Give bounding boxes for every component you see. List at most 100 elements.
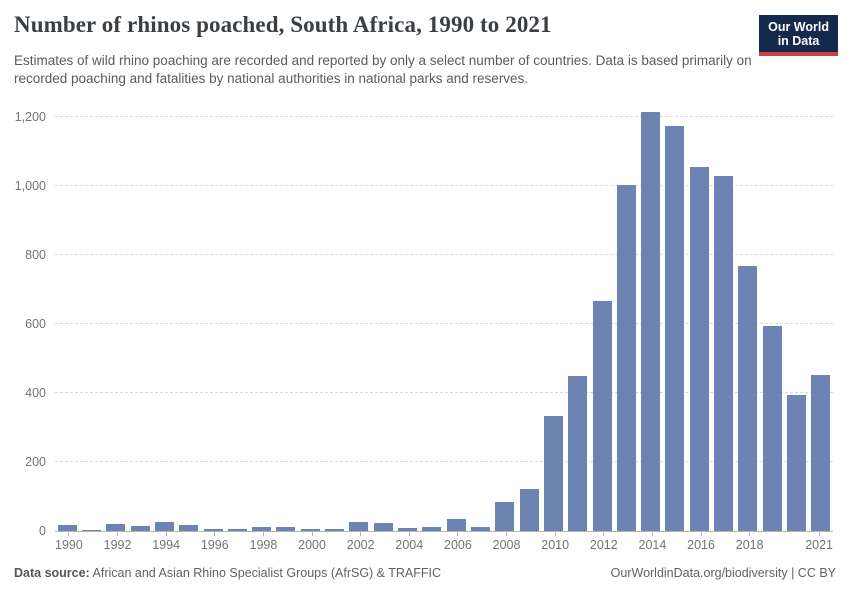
bar-2015[interactable] [665, 125, 685, 531]
x-slot [715, 532, 736, 552]
chart-footer: Data source: African and Asian Rhino Spe… [14, 566, 836, 580]
x-slot: 2014 [639, 532, 666, 552]
x-slot: 2000 [298, 532, 326, 552]
bar-slot [79, 529, 103, 531]
x-slot [375, 532, 396, 552]
bar-series [55, 107, 833, 531]
bar-2006[interactable] [446, 518, 466, 531]
bar-slot [468, 526, 492, 531]
bar-1996[interactable] [203, 528, 223, 531]
bar-slot [128, 526, 152, 531]
bar-slot [809, 375, 833, 531]
bar-2009[interactable] [519, 488, 539, 531]
owid-url-link[interactable]: OurWorldinData.org/biodiversity [610, 566, 788, 580]
bar-1993[interactable] [130, 526, 150, 531]
x-tick-mark [749, 532, 751, 536]
bar-2020[interactable] [787, 395, 807, 531]
bar-2017[interactable] [714, 176, 734, 531]
x-slot: 1994 [152, 532, 180, 552]
bar-2014[interactable] [641, 111, 661, 531]
bar-2003[interactable] [373, 523, 393, 531]
y-axis-label-0: 0 [39, 524, 46, 538]
bar-slot [444, 518, 468, 531]
x-tick-mark [360, 532, 362, 536]
x-slot: 2002 [347, 532, 375, 552]
bar-slot [493, 502, 517, 531]
license-label: CC BY [797, 566, 836, 580]
x-slot [131, 532, 152, 552]
gridline-200 [55, 461, 833, 462]
bar-slot [541, 416, 565, 531]
y-axis-label-1200: 1,200 [14, 110, 46, 124]
x-axis-label-2018: 2018 [735, 538, 764, 552]
bar-1995[interactable] [179, 524, 199, 531]
x-tick-mark [68, 532, 70, 536]
bar-slot [760, 326, 784, 531]
x-slot [764, 532, 785, 552]
x-axis-label-1996: 1996 [200, 538, 229, 552]
x-slot [180, 532, 201, 552]
x-axis-label-2000: 2000 [298, 538, 326, 552]
bar-1997[interactable] [227, 528, 247, 531]
bar-2000[interactable] [300, 528, 320, 531]
bar-slot [590, 300, 614, 531]
bar-2007[interactable] [470, 526, 490, 531]
bar-slot [420, 526, 444, 531]
bar-slot [104, 523, 128, 531]
x-tick-mark [262, 532, 264, 536]
x-axis-label-2016: 2016 [687, 538, 715, 552]
bar-2004[interactable] [398, 527, 418, 531]
x-slot: 2008 [493, 532, 520, 552]
x-tick-mark [214, 532, 216, 536]
x-axis-label-1994: 1994 [152, 538, 181, 552]
bar-slot [250, 526, 274, 531]
bar-slot [663, 125, 687, 531]
y-axis-label-400: 400 [25, 386, 46, 400]
bar-2019[interactable] [762, 326, 782, 531]
bar-1990[interactable] [57, 525, 77, 531]
bar-1998[interactable] [252, 526, 272, 531]
bar-2001[interactable] [325, 528, 345, 531]
bar-1991[interactable] [81, 529, 101, 531]
bar-2013[interactable] [616, 184, 636, 531]
x-axis-label-2004: 2004 [395, 538, 424, 552]
owid-logo[interactable]: Our World in Data [759, 15, 838, 56]
bar-1999[interactable] [276, 527, 296, 531]
bar-2008[interactable] [495, 502, 515, 531]
x-axis-label-2010: 2010 [541, 538, 570, 552]
bar-2021[interactable] [811, 375, 831, 531]
gridline-400 [55, 392, 833, 393]
bar-2018[interactable] [738, 265, 758, 531]
x-slot [472, 532, 493, 552]
x-slot [618, 532, 639, 552]
footer-separator: | [787, 566, 798, 580]
bar-1992[interactable] [106, 523, 126, 531]
x-tick-mark [554, 532, 556, 536]
x-slot: 2010 [541, 532, 569, 552]
x-axis-label-2012: 2012 [589, 538, 618, 552]
x-slot [83, 532, 104, 552]
bar-2016[interactable] [689, 167, 709, 531]
x-axis-label-1998: 1998 [249, 538, 278, 552]
x-slot: 1990 [55, 532, 83, 552]
bar-2011[interactable] [568, 376, 588, 531]
x-tick-mark [818, 532, 820, 536]
bar-slot [225, 528, 249, 531]
bar-1994[interactable] [154, 521, 174, 531]
bar-2005[interactable] [422, 526, 442, 531]
bar-slot [736, 265, 760, 531]
owid-logo-text: Our World in Data [759, 15, 838, 52]
x-slot: 2018 [736, 532, 764, 552]
x-tick-mark [506, 532, 508, 536]
bar-2002[interactable] [349, 522, 369, 531]
gridline-1000 [55, 185, 833, 186]
bar-2010[interactable] [543, 416, 563, 531]
x-axis-label-2021: 2021 [805, 538, 833, 552]
bar-2012[interactable] [592, 300, 612, 531]
bar-slot [566, 376, 590, 531]
x-slot [229, 532, 250, 552]
x-slot: 1998 [249, 532, 278, 552]
x-axis-label-1990: 1990 [55, 538, 83, 552]
data-source: Data source: African and Asian Rhino Spe… [14, 566, 441, 580]
